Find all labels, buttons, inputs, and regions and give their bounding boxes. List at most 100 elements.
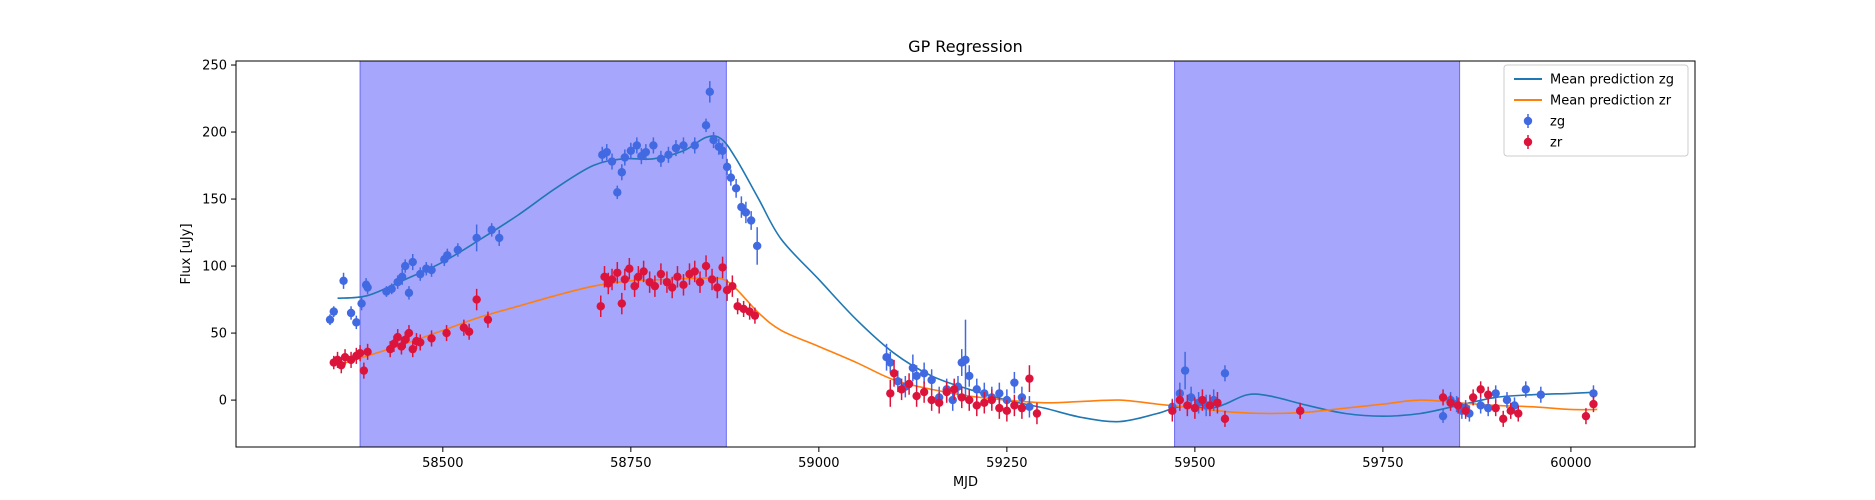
point-zr-97 [1581,408,1591,425]
marker-zr [393,332,402,342]
marker-zr [1506,406,1515,416]
shaded-region-1 [359,60,727,448]
point-zg-26 [602,144,611,161]
marker-zr [1010,401,1019,410]
marker-zg [1025,402,1034,411]
point-zg-20 [443,248,452,263]
marker-zr [1017,403,1027,413]
y-tick-label: 0 [219,394,227,409]
y-tick-label: 250 [202,59,227,74]
point-zr-15 [404,325,414,342]
x-tick-label: 60000 [1550,456,1591,471]
point-zr-72 [1002,400,1012,422]
marker-zr [980,398,989,407]
marker-zr [464,327,474,336]
marker-zr [442,328,451,338]
point-zr-78 [1175,389,1185,411]
x-tick-label: 58500 [422,456,463,471]
point-zr-87 [1446,394,1455,411]
point-zr-3 [337,357,346,374]
marker-zr [662,277,672,287]
marker-zr [625,264,634,273]
point-zg-75 [1025,396,1034,418]
point-zg-66 [961,319,970,401]
marker-zg [1589,389,1598,398]
point-zr-23 [472,288,481,311]
point-zg-47 [726,169,736,186]
marker-zr [416,338,425,347]
point-zr-56 [886,379,895,407]
marker-zr [1002,406,1012,416]
marker-zr [950,385,959,394]
legend-label: zg [1550,115,1565,130]
marker-zg [995,389,1004,398]
marker-zg [722,162,732,172]
point-zg-30 [620,149,630,166]
marker-zg [741,208,751,217]
point-zg-24 [495,229,504,246]
marker-zg [965,371,974,381]
point-zr-77 [1168,400,1177,422]
marker-zr [1295,406,1305,416]
marker-zr [1453,401,1463,410]
point-zg-48 [731,178,741,198]
point-zg-22 [472,224,481,252]
marker-zg [443,251,452,260]
x-tick-label: 59750 [1362,456,1403,471]
x-tick-label: 59500 [1174,456,1215,471]
point-zg-3 [339,272,348,289]
marker-zr [987,395,997,405]
point-zg-4 [346,306,356,320]
point-zg-39 [679,137,688,154]
marker-zr [389,339,399,348]
marker-zg [325,315,335,324]
point-zg-21 [453,243,463,257]
legend-swatch [1523,137,1533,147]
point-zr-39 [662,271,672,293]
point-zg-36 [656,150,666,167]
point-zr-82 [1205,394,1215,417]
marker-zr [707,275,717,284]
marker-zg [656,154,666,164]
point-zr-79 [1183,394,1192,417]
point-zr-69 [980,392,989,414]
point-zr-37 [650,275,660,297]
marker-zg [718,146,727,155]
marker-zg [352,318,361,327]
marker-zg [472,233,481,243]
marker-zg [709,135,718,145]
point-zg-60 [927,369,936,391]
marker-zg [339,276,348,286]
marker-zr [679,280,688,290]
point-zr-88 [1453,397,1463,414]
point-zr-83 [1213,392,1222,414]
point-zr-45 [695,271,705,293]
legend-label: zr [1550,136,1563,151]
point-zg-46 [722,158,732,175]
point-zg-83 [1220,365,1230,382]
point-zr-12 [393,329,402,346]
marker-zr [919,387,929,397]
marker-zg [363,283,372,292]
point-zg-93 [1491,385,1500,402]
marker-zr [1183,401,1192,410]
marker-zr [957,393,966,402]
marker-zg [972,385,981,394]
point-zr-60 [912,385,921,407]
point-zg-67 [965,365,974,387]
point-zg-27 [607,153,617,170]
point-zg-8 [363,280,372,295]
y-tick-label: 50 [210,327,227,342]
marker-zg [401,261,410,271]
point-zg-12 [398,268,407,285]
point-zg-43 [709,132,718,149]
point-zr-55 [750,307,760,324]
point-zr-61 [919,381,929,403]
marker-zg [453,245,463,255]
marker-zr [728,281,737,291]
marker-zr [1468,393,1478,402]
marker-zr [1581,411,1591,421]
marker-zg [1491,389,1500,398]
marker-zr [656,269,666,279]
point-zr-90 [1468,389,1478,406]
